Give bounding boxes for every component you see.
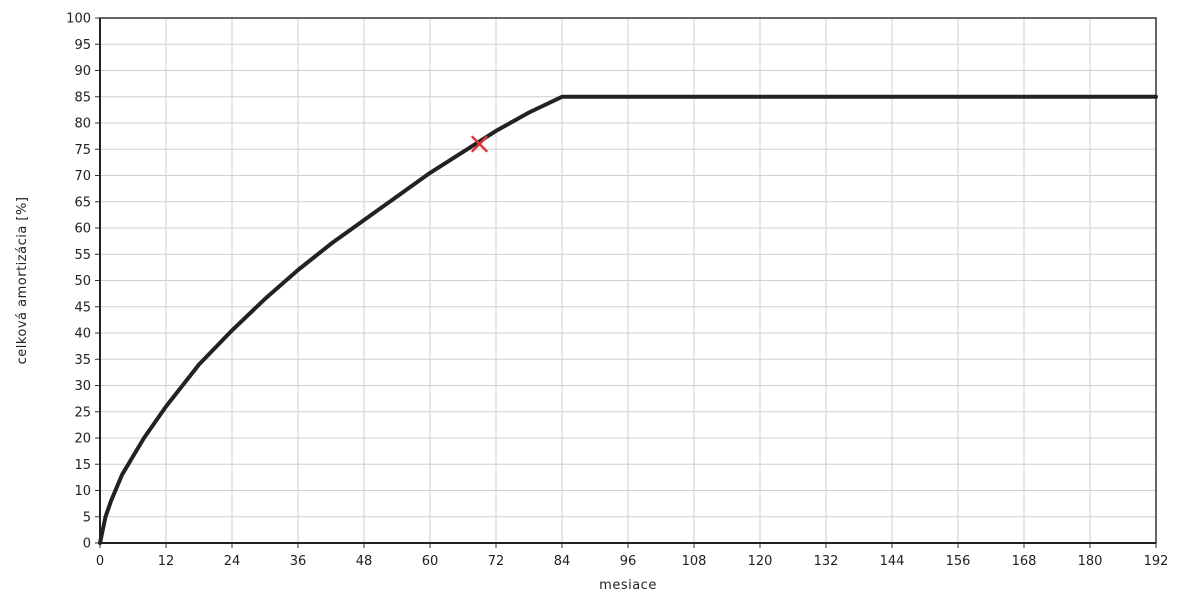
x-tick-label: 192 bbox=[1144, 554, 1169, 569]
series-layer bbox=[98, 94, 1158, 545]
y-tick-label: 70 bbox=[74, 169, 91, 184]
x-tick-label: 0 bbox=[96, 554, 104, 569]
axes bbox=[95, 17, 1157, 548]
x-tick-label: 96 bbox=[620, 554, 637, 569]
y-tick-label: 80 bbox=[74, 117, 91, 132]
x-tick-label: 48 bbox=[356, 554, 373, 569]
y-tick-label: 30 bbox=[74, 379, 91, 394]
x-tick-label: 156 bbox=[946, 554, 971, 569]
x-marker bbox=[471, 135, 488, 153]
series-line bbox=[98, 94, 1158, 545]
x-tick-label: 12 bbox=[158, 554, 175, 569]
axis-titles: mesiace celková amortizácia [%] bbox=[15, 197, 657, 593]
y-axis-title: celková amortizácia [%] bbox=[15, 197, 30, 365]
x-tick-label: 144 bbox=[880, 554, 905, 569]
x-tick-label: 168 bbox=[1012, 554, 1037, 569]
tick-labels: 0 12 24 36 48 60 72 84 96 108 120 132 144 156 168 180 19… bbox=[66, 12, 1168, 570]
y-tick-label: 35 bbox=[74, 353, 91, 368]
x-tick-label: 72 bbox=[488, 554, 505, 569]
y-tick-label: 5 bbox=[83, 510, 91, 525]
y-tick-label: 100 bbox=[66, 12, 91, 27]
x-axis-title: mesiace bbox=[599, 578, 657, 593]
x-marker-stroke bbox=[471, 135, 488, 153]
x-tick-label: 84 bbox=[554, 554, 571, 569]
y-tick-label: 45 bbox=[74, 300, 91, 315]
x-tick-label: 132 bbox=[814, 554, 839, 569]
x-tick-label: 108 bbox=[682, 554, 707, 569]
y-tick-label: 75 bbox=[74, 143, 91, 158]
y-tick-label: 10 bbox=[74, 484, 91, 499]
y-tick-label: 20 bbox=[74, 432, 91, 447]
x-tick-label: 24 bbox=[224, 554, 241, 569]
marker-layer bbox=[471, 135, 488, 153]
x-tick-label: 180 bbox=[1078, 554, 1103, 569]
y-tick-label: 95 bbox=[74, 38, 91, 53]
y-tick-label: 55 bbox=[74, 248, 91, 263]
x-tick-label: 120 bbox=[748, 554, 773, 569]
y-tick-label: 60 bbox=[74, 222, 91, 237]
x-tick-label: 60 bbox=[422, 554, 439, 569]
y-tick-label: 65 bbox=[74, 195, 91, 210]
y-tick-label: 40 bbox=[74, 327, 91, 342]
x-tick-label: 36 bbox=[290, 554, 307, 569]
y-tick-label: 50 bbox=[74, 274, 91, 289]
y-tick-label: 25 bbox=[74, 405, 91, 420]
y-tick-label: 15 bbox=[74, 458, 91, 473]
y-tick-label: 90 bbox=[74, 64, 91, 79]
y-tick-label: 85 bbox=[74, 90, 91, 105]
y-tick-label: 0 bbox=[83, 537, 91, 552]
grid-lines bbox=[100, 18, 1156, 543]
